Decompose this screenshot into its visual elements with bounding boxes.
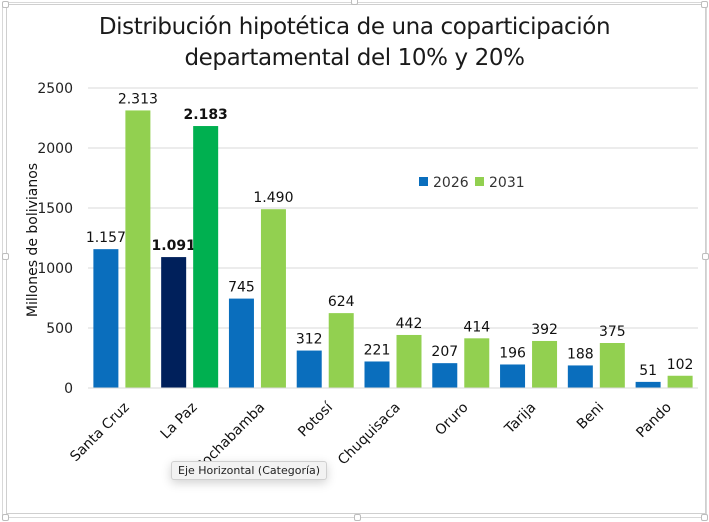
legend-label-2026[interactable]: 2026 <box>433 175 469 191</box>
tooltip: Eje Horizontal (Categoría) <box>171 461 328 480</box>
data-label: 102 <box>667 357 694 373</box>
data-label: 188 <box>567 346 594 362</box>
legend-label-2031[interactable]: 2031 <box>489 175 525 191</box>
y-tick-label: 1000 <box>37 261 73 277</box>
x-tick-label[interactable]: Chuquisaca <box>335 400 404 469</box>
bar-2031[interactable] <box>464 338 490 388</box>
data-label: 392 <box>531 322 558 338</box>
bar-2031[interactable] <box>193 126 219 388</box>
data-label: 442 <box>396 316 423 332</box>
data-label: 624 <box>328 294 355 310</box>
bar-2031[interactable] <box>260 209 286 388</box>
resize-handle-bottom[interactable] <box>354 514 361 521</box>
data-label: 221 <box>364 342 391 358</box>
resize-handle-top[interactable] <box>351 0 358 5</box>
data-label: 196 <box>499 345 526 361</box>
y-tick-label: 2500 <box>37 81 73 97</box>
y-tick-label: 500 <box>46 321 73 337</box>
resize-handle-bottom-right[interactable] <box>701 514 708 521</box>
data-label: 1.157 <box>86 230 126 246</box>
x-tick-label[interactable]: Tarija <box>501 400 539 438</box>
resize-handle-top-left[interactable] <box>2 1 9 8</box>
y-tick-label: 2000 <box>37 141 73 157</box>
bar-2031[interactable] <box>599 343 625 388</box>
y-tick-label: 0 <box>64 381 73 397</box>
data-label: 2.183 <box>184 107 228 123</box>
chart-title-line-1[interactable]: Distribución hipotética de una copartici… <box>98 14 611 40</box>
chart-title-line-2[interactable]: departamental del 10% y 20% <box>184 45 525 71</box>
bar-2026[interactable] <box>432 363 458 388</box>
data-label: 414 <box>463 319 490 335</box>
data-label: 1.490 <box>253 190 293 206</box>
bar-2026[interactable] <box>364 361 390 388</box>
bar-2031[interactable] <box>667 375 693 388</box>
bar-2026[interactable] <box>161 257 187 388</box>
legend-swatch-2026 <box>419 177 428 186</box>
resize-handle-top-right[interactable] <box>701 1 708 8</box>
bar-2026[interactable] <box>500 364 526 388</box>
data-label: 745 <box>228 280 255 296</box>
bar-2031[interactable] <box>125 110 151 388</box>
bar-2026[interactable] <box>228 298 254 388</box>
data-label: 375 <box>599 324 626 340</box>
y-tick-label: 1500 <box>37 201 73 217</box>
resize-handle-bottom-left[interactable] <box>2 514 9 521</box>
legend-swatch-2031 <box>475 177 484 186</box>
data-label: 312 <box>296 332 323 348</box>
bar-2026[interactable] <box>635 381 661 388</box>
data-label: 207 <box>431 344 458 360</box>
bar-2031[interactable] <box>328 313 354 388</box>
data-label: 2.313 <box>118 91 158 107</box>
x-tick-label[interactable]: Santa Cruz <box>67 400 132 465</box>
y-axis-title[interactable]: Millones de bolivianos <box>25 163 41 317</box>
x-tick-label[interactable]: Potosí <box>295 399 337 441</box>
bar-2031[interactable] <box>532 340 558 388</box>
data-label: 51 <box>639 363 657 379</box>
x-tick-label[interactable]: Pando <box>633 400 675 442</box>
x-tick-label[interactable]: Oruro <box>432 400 471 439</box>
bar-2026[interactable] <box>296 350 322 388</box>
x-tick-label[interactable]: Beni <box>574 400 607 433</box>
x-tick-label[interactable]: La Paz <box>158 400 201 443</box>
bar-2026[interactable] <box>567 365 593 388</box>
bar-2026[interactable] <box>93 249 119 388</box>
data-label: 1.091 <box>152 238 196 254</box>
bar-2031[interactable] <box>396 334 422 388</box>
resize-handle-left[interactable] <box>2 253 9 260</box>
